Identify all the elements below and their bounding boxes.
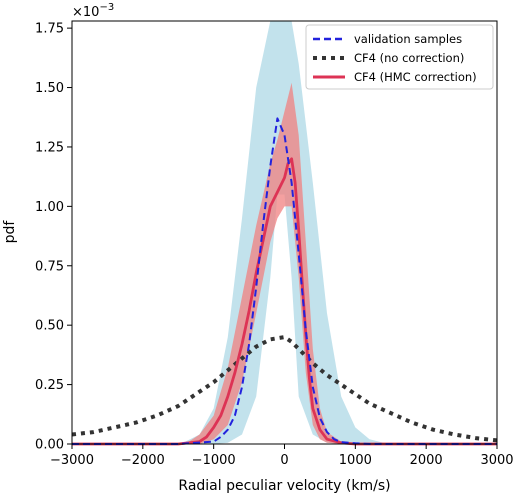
bands-layer <box>72 21 497 445</box>
x-axis-label: Radial peculiar velocity (km/s) <box>178 478 390 494</box>
legend-box <box>305 24 494 90</box>
y-tick-label: 0.50 <box>35 319 64 334</box>
x-axis: −3000 −2000 −1000 0 1000 2000 3000 <box>50 444 514 468</box>
y-tick-label: 1.50 <box>35 81 64 96</box>
x-tick-label: 0 <box>280 453 288 468</box>
x-tick-label: −3000 <box>50 453 94 468</box>
series-line-validation-samples <box>72 117 497 445</box>
y-axis-label: pdf <box>2 220 18 244</box>
legend-label-cf4-no-correction: CF4 (no correction) <box>354 51 464 65</box>
series-layer <box>71 117 498 446</box>
x-tick-label: −1000 <box>192 453 236 468</box>
series-line-cf4-hmc-correction <box>72 157 497 446</box>
y-tick-label: 0.00 <box>35 438 64 453</box>
y-tick-label: 1.25 <box>35 140 64 155</box>
legend: validation samples CF4 (no correction) C… <box>305 24 494 90</box>
legend-label-validation-samples: validation samples <box>354 32 462 46</box>
x-tick-label: 1000 <box>339 453 372 468</box>
x-tick-label: −2000 <box>121 453 165 468</box>
y-tick-label: 0.25 <box>35 378 64 393</box>
series-line-cf4-no-correction <box>71 335 498 443</box>
y-scale-base: ×10 <box>72 5 99 20</box>
validation-samples-spread-band <box>72 21 497 444</box>
cf4-hmc-correction-spread-band <box>72 82 497 445</box>
y-tick-label: 1.75 <box>35 22 64 37</box>
x-tick-label: 2000 <box>410 453 443 468</box>
y-scale-note: ×10−3 <box>72 2 114 20</box>
x-tick-label: 3000 <box>480 453 513 468</box>
legend-label-cf4-hmc-correction: CF4 (HMC correction) <box>354 70 477 84</box>
y-tick-label: 1.00 <box>35 200 64 215</box>
y-tick-label: 0.75 <box>35 259 64 274</box>
y-scale-exponent: −3 <box>99 2 114 13</box>
y-axis: 0.00 0.25 0.50 0.75 1.00 1.25 1.50 1.75 <box>35 22 72 453</box>
